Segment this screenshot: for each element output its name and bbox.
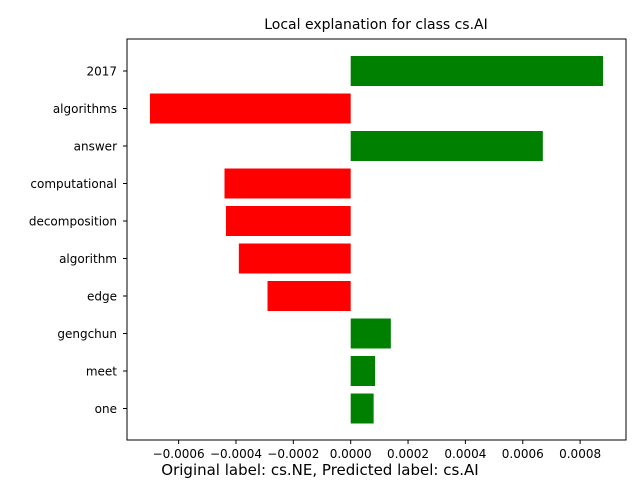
bar-meet <box>351 356 375 386</box>
chart-title: Local explanation for class cs.AI <box>264 17 488 33</box>
x-tick-label: 0.0008 <box>559 447 601 461</box>
y-tick-label: decomposition <box>29 215 117 229</box>
chart-caption: Original label: cs.NE, Predicted label: … <box>161 461 478 479</box>
bar-algorithm <box>239 244 351 274</box>
y-tick-label: answer <box>74 140 117 154</box>
bar-one <box>351 394 374 424</box>
bar-algorithms <box>150 94 351 124</box>
bar-answer <box>351 131 543 161</box>
bar-edge <box>268 281 351 311</box>
x-tick-label: 0.0006 <box>502 447 544 461</box>
bar-decomposition <box>226 206 351 236</box>
y-tick-label: algorithms <box>53 102 117 116</box>
y-tick-label: algorithm <box>59 252 117 266</box>
x-tick-label: 0.0002 <box>387 447 429 461</box>
bars-group <box>150 56 603 424</box>
bar-computational <box>225 169 351 199</box>
y-tick-label: one <box>95 402 117 416</box>
bar-gengchun <box>351 319 391 349</box>
x-axis: −0.0006 −0.0004 −0.0002 0.0000 0.0002 0.0004 0… <box>153 440 602 461</box>
y-tick-label: 2017 <box>86 65 117 79</box>
y-tick-label: computational <box>30 177 117 191</box>
x-tick-label: 0.0000 <box>330 447 372 461</box>
x-tick-label: −0.0002 <box>267 447 319 461</box>
y-axis: 2017 algorithms answer computational decompo… <box>29 65 127 417</box>
x-tick-label: 0.0004 <box>444 447 486 461</box>
bar-2017 <box>351 56 603 86</box>
y-tick-label: meet <box>86 365 117 379</box>
x-tick-label: −0.0004 <box>210 447 262 461</box>
y-tick-label: edge <box>87 290 117 304</box>
x-tick-label: −0.0006 <box>153 447 205 461</box>
y-tick-label: gengchun <box>57 327 117 341</box>
